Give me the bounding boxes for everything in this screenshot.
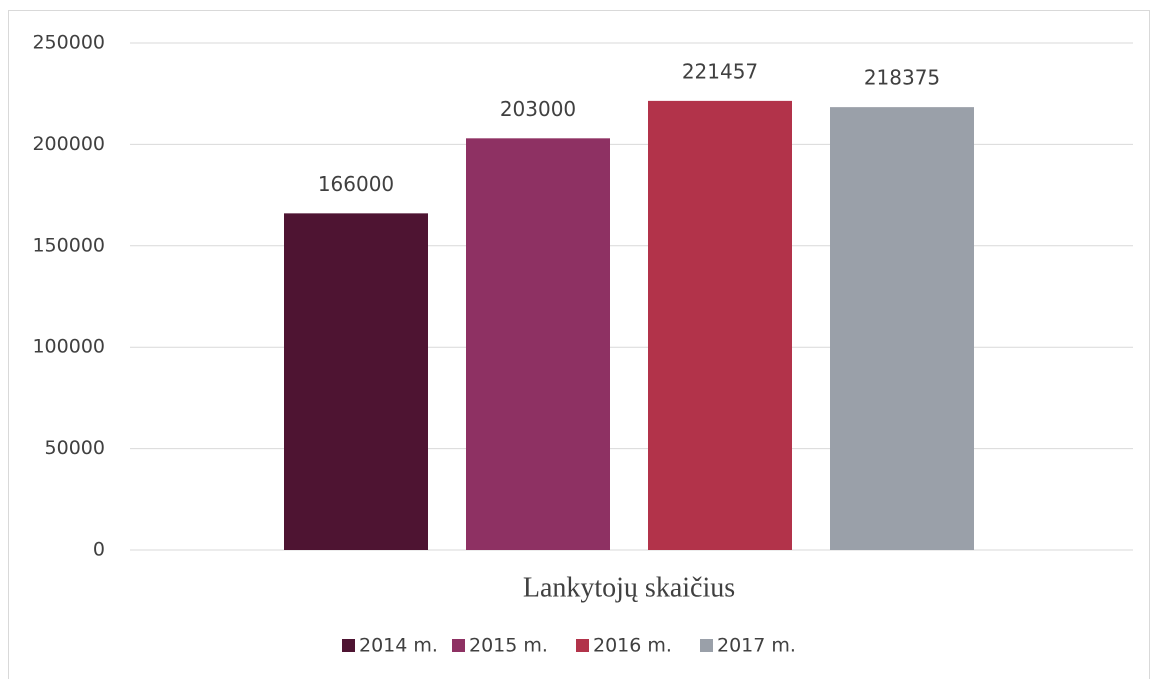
data-label: 218375 — [864, 66, 940, 90]
legend-swatch — [452, 639, 465, 652]
legend-swatch — [576, 639, 589, 652]
y-tick-label: 250000 — [32, 32, 105, 54]
bar — [466, 138, 610, 551]
y-tick-label: 150000 — [32, 234, 105, 256]
data-label: 221457 — [682, 59, 758, 83]
legend-label: 2014 m. — [359, 635, 438, 657]
y-tick-label: 100000 — [32, 336, 105, 358]
data-label: 203000 — [500, 97, 576, 121]
data-label: 166000 — [318, 172, 394, 196]
y-tick-label: 50000 — [45, 437, 105, 459]
y-tick-label: 0 — [93, 539, 105, 561]
legend-label: 2017 m. — [717, 635, 796, 657]
bar — [830, 107, 974, 550]
y-tick-label: 200000 — [32, 133, 105, 155]
legend-swatch — [342, 639, 355, 652]
legend-label: 2016 m. — [593, 635, 672, 657]
category-label: Lankytojų skaičius — [523, 572, 735, 603]
bar — [284, 213, 428, 551]
legend-label: 2015 m. — [469, 635, 548, 657]
bar — [648, 100, 792, 551]
legend-swatch — [700, 639, 713, 652]
